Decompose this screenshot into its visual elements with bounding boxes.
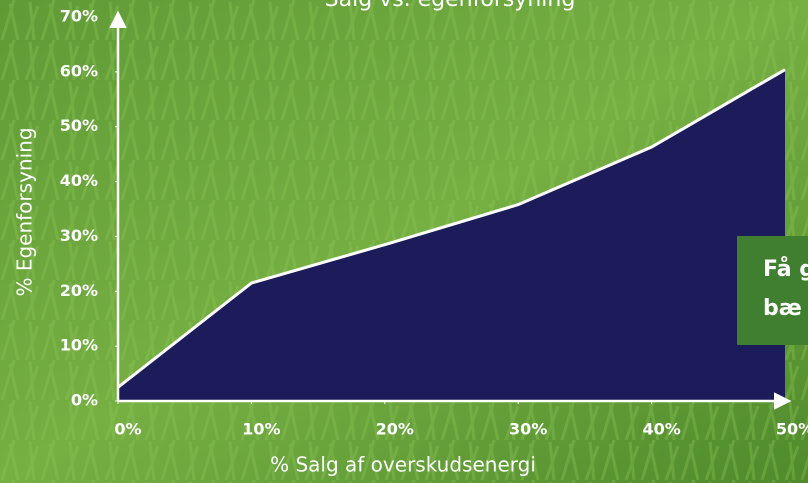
- promo-box: [737, 236, 808, 345]
- chart-title: Salg vs. egenforsyning: [325, 0, 576, 12]
- y-tick-label: 60%: [60, 61, 98, 80]
- y-tick-label: 70%: [60, 7, 98, 26]
- page: {"chart_data": {"type": "area", "title":…: [0, 0, 808, 483]
- chart: Salg vs. egenforsyning % Salg af oversku…: [0, 0, 808, 483]
- x-tick-label: 0%: [114, 420, 141, 439]
- y-axis-label: % Egenforsyning: [13, 127, 37, 296]
- y-tick-label: 30%: [60, 226, 98, 245]
- y-tick-label: 40%: [60, 171, 98, 190]
- promo-text: Få g: [763, 256, 808, 282]
- x-tick-label: 40%: [642, 420, 680, 439]
- x-tick-label: 50%: [776, 420, 808, 439]
- x-tick-label: 10%: [242, 420, 280, 439]
- promo-text: bæ: [763, 296, 802, 321]
- y-tick-label: 0%: [71, 391, 98, 410]
- x-axis-label: % Salg af overskudsenergi: [270, 453, 536, 477]
- y-tick-label: 20%: [60, 281, 98, 300]
- y-tick-label: 10%: [60, 336, 98, 355]
- y-tick-label: 50%: [60, 116, 98, 135]
- x-tick-label: 30%: [509, 420, 547, 439]
- x-tick-label: 20%: [376, 420, 414, 439]
